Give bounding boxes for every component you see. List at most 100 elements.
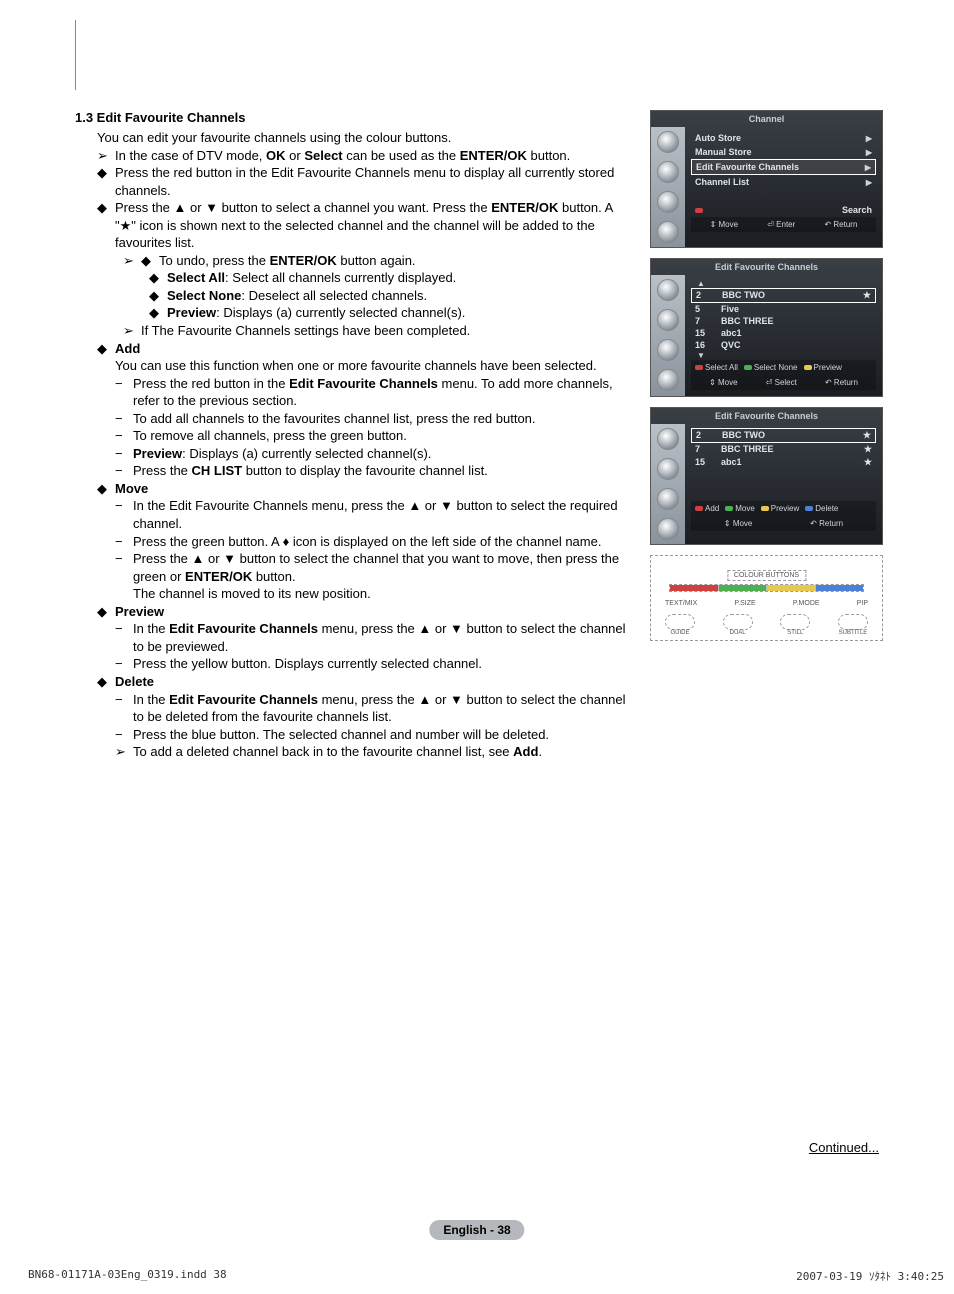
- osd-title: Edit Favourite Channels: [651, 259, 882, 275]
- add-step-3: To remove all channels, press the green …: [115, 427, 630, 445]
- osd-edit-fav-1: Edit Favourite Channels ▲2BBC TWO★5Five7…: [650, 258, 883, 397]
- channel-row: 2BBC TWO★: [691, 428, 876, 443]
- osd-cat-icon: [657, 279, 679, 301]
- preview-step-2: Press the yellow button. Displays curren…: [115, 655, 630, 673]
- bullet-red-press: Press the red button in the Edit Favouri…: [97, 164, 630, 199]
- diamond-icon: [97, 480, 115, 498]
- remote-label: DUAL: [723, 630, 753, 636]
- dash-icon: [115, 655, 133, 673]
- channel-row: 5Five: [691, 303, 876, 315]
- remote-button: [665, 614, 695, 630]
- osd-cat-icon: [657, 518, 679, 540]
- osd-colour-footer: AddMovePreviewDelete: [691, 501, 876, 516]
- osd-cat-icon: [657, 428, 679, 450]
- dash-icon: [115, 410, 133, 428]
- osd-search-item: Search: [691, 203, 876, 217]
- green-button: [719, 585, 768, 591]
- remote-label: GUIDE: [665, 630, 695, 636]
- osd-cat-icon: [657, 309, 679, 331]
- osd-column: Channel Auto StoreManual StoreEdit Favou…: [650, 110, 885, 761]
- move-step-1: In the Edit Favourite Channels menu, pre…: [115, 497, 630, 532]
- footer-timestamp: 2007-03-19 ｿﾀﾈﾄ 3:40:25: [796, 1268, 944, 1284]
- dash-icon: [115, 375, 133, 393]
- osd-menu-item: Edit Favourite Channels: [691, 159, 876, 175]
- remote-label: SUBTITLE: [838, 630, 868, 636]
- bullet-move: Move: [97, 480, 630, 498]
- dash-icon: [115, 533, 133, 551]
- add-step-1: Press the red button in the Edit Favouri…: [115, 375, 630, 410]
- osd-cat-icon: [657, 161, 679, 183]
- bullet-dtv-note: In the case of DTV mode, OK or Select ca…: [97, 147, 630, 165]
- dash-icon: [115, 497, 133, 515]
- continued-label: Continued...: [809, 1140, 879, 1155]
- osd-cat-icon: [657, 369, 679, 391]
- channel-row: 7BBC THREE★: [691, 443, 876, 456]
- chevron-icon: [97, 147, 115, 165]
- diamond-icon: [149, 287, 167, 305]
- add-step-4: Preview: Displays (a) currently selected…: [115, 445, 630, 463]
- osd-footer: ⇕ Move⏎ Enter↶ Return: [691, 217, 876, 232]
- preview-step-1: In the Edit Favourite Channels menu, pre…: [115, 620, 630, 655]
- page-content: 1.3 Edit Favourite Channels You can edit…: [75, 110, 885, 761]
- channel-row: 16QVC: [691, 339, 876, 351]
- dash-icon: [115, 691, 133, 709]
- channel-row: 15abc1★: [691, 456, 876, 469]
- chevron-icon: [123, 252, 141, 270]
- osd-menu-item: Auto Store: [691, 131, 876, 145]
- delete-step-3: To add a deleted channel back in to the …: [115, 743, 630, 761]
- remote-label: P.MODE: [793, 600, 820, 607]
- osd-cat-icon: [657, 339, 679, 361]
- diamond-icon: [97, 673, 115, 691]
- remote-label: P.SIZE: [734, 600, 755, 607]
- bullet-undo: To undo, press the ENTER/OK button again…: [123, 252, 630, 270]
- remote-label: TEXT/MIX: [665, 600, 697, 607]
- colour-buttons-label: COLOUR BUTTONS: [727, 570, 806, 581]
- remote-label: PIP: [857, 600, 868, 607]
- dash-icon: [115, 462, 133, 480]
- diamond-icon: [97, 340, 115, 358]
- osd-menu-item: Manual Store: [691, 145, 876, 159]
- bullet-select-channel: Press the ▲ or ▼ button to select a chan…: [97, 199, 630, 252]
- osd-footer: ⇕ Move↶ Return: [691, 516, 876, 531]
- dash-icon: [115, 726, 133, 744]
- colour-button-strip: [669, 584, 864, 592]
- chevron-icon: [123, 322, 141, 340]
- osd-cat-icon: [657, 488, 679, 510]
- diamond-icon: [149, 304, 167, 322]
- footer-filename: BN68-01171A-03Eng_0319.indd 38: [28, 1268, 227, 1284]
- remote-diagram: COLOUR BUTTONS TEXT/MIX P.SIZE P.MODE PIP G…: [650, 555, 883, 641]
- channel-row: 15abc1: [691, 327, 876, 339]
- add-step-5: Press the CH LIST button to display the …: [115, 462, 630, 480]
- intro-text: You can edit your favourite channels usi…: [97, 129, 630, 147]
- channel-row: 7BBC THREE: [691, 315, 876, 327]
- dash-icon: [115, 445, 133, 463]
- remote-label: STILL: [780, 630, 810, 636]
- diamond-icon: [97, 164, 115, 182]
- bullet-select-none: Select None: Deselect all selected chann…: [149, 287, 630, 305]
- remote-button: [723, 614, 753, 630]
- dash-icon: [115, 550, 133, 568]
- osd-footer: ⇕ Move⏎ Select↶ Return: [691, 375, 876, 390]
- page-number: English - 38: [429, 1220, 524, 1240]
- blue-button: [816, 585, 864, 591]
- osd-cat-icon: [657, 131, 679, 153]
- print-footer: BN68-01171A-03Eng_0319.indd 38 2007-03-1…: [28, 1268, 944, 1284]
- move-step-3: Press the ▲ or ▼ button to select the ch…: [115, 550, 630, 603]
- osd-title: Channel: [651, 111, 882, 127]
- osd-cat-icon: [657, 458, 679, 480]
- diamond-icon: [97, 603, 115, 621]
- diamond-icon: [97, 199, 115, 217]
- osd-cat-icon: [657, 191, 679, 213]
- diamond-icon: [141, 252, 159, 270]
- diamond-icon: [149, 269, 167, 287]
- delete-step-2: Press the blue button. The selected chan…: [115, 726, 630, 744]
- text-column: 1.3 Edit Favourite Channels You can edit…: [75, 110, 635, 761]
- bullet-preview: Preview: [97, 603, 630, 621]
- red-button: [670, 585, 719, 591]
- osd-menu-item: Channel List: [691, 175, 876, 189]
- add-step-2: To add all channels to the favourites ch…: [115, 410, 630, 428]
- osd-title: Edit Favourite Channels: [651, 408, 882, 424]
- bullet-select-all: Select All: Select all channels currentl…: [149, 269, 630, 287]
- channel-row: 2BBC TWO★: [691, 288, 876, 303]
- osd-channel-menu: Channel Auto StoreManual StoreEdit Favou…: [650, 110, 883, 248]
